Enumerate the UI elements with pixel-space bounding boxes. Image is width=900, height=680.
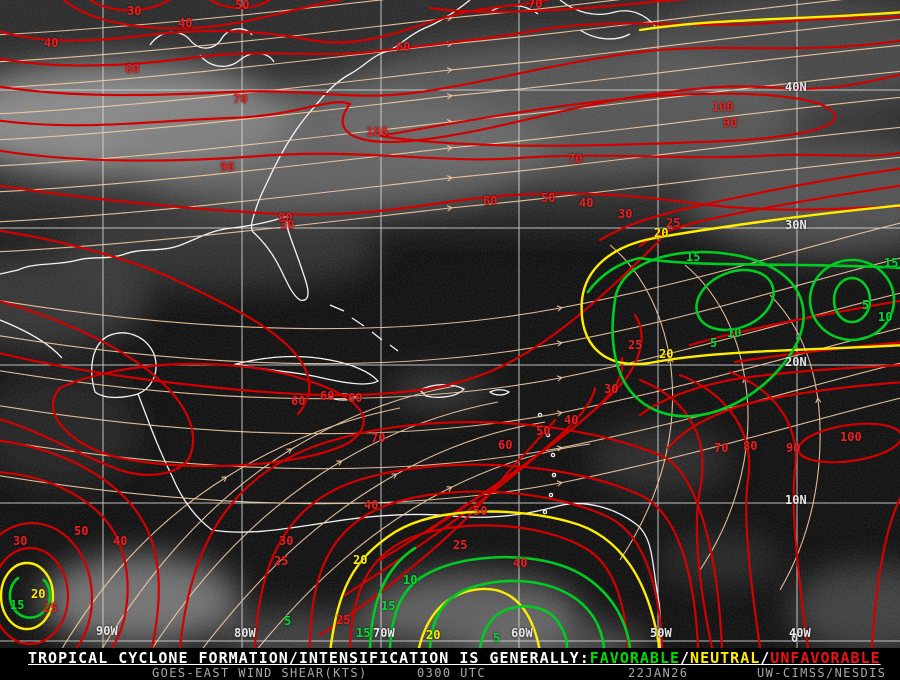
legend-neutral: NEUTRAL xyxy=(690,649,761,667)
satellite-background xyxy=(0,0,900,648)
map-graphics xyxy=(0,0,900,648)
product-credit: UW-CIMSS/NESDIS xyxy=(757,666,887,680)
green-shear-contours xyxy=(8,250,900,648)
legend-separator: / xyxy=(680,649,691,667)
satellite-map: 30 50 70 40 40 60 60 70 100 90 80 100 90 70 30 25 30 60 50… xyxy=(0,0,900,648)
legend-favorable: FAVORABLE xyxy=(589,649,681,667)
yellow-shear-contours xyxy=(0,11,900,648)
legend-separator: / xyxy=(760,649,771,667)
red-shear-contours xyxy=(0,0,900,648)
product-time: 0300 UTC xyxy=(417,666,486,680)
product-date: 22JAN26 xyxy=(628,666,689,680)
legend-line: TROPICAL CYCLONE FORMATION/INTENSIFICATI… xyxy=(28,649,900,667)
legend-unfavorable: UNFAVORABLE xyxy=(770,649,881,667)
bottom-banner: TROPICAL CYCLONE FORMATION/INTENSIFICATI… xyxy=(0,648,900,680)
legend-prefix: TROPICAL CYCLONE FORMATION/INTENSIFICATI… xyxy=(28,649,590,667)
product-name: GOES-EAST WIND SHEAR(KTS) xyxy=(152,666,368,680)
credit-line: GOES-EAST WIND SHEAR(KTS) 0300 UTC 22JAN… xyxy=(0,666,900,680)
